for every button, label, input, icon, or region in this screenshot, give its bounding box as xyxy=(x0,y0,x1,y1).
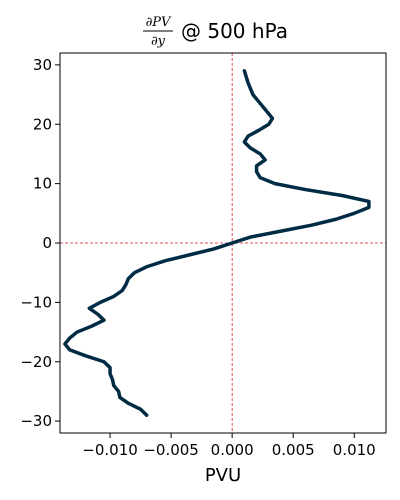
x-tick-label: 0.005 xyxy=(272,441,315,459)
y-tick-label: −10 xyxy=(20,293,52,311)
x-tick-label: −0.005 xyxy=(143,441,199,459)
plot-area: −0.010 −0.005 0.000 0.005 0.010 −30 −20 −10 0 10 2… xyxy=(20,52,387,459)
x-axis-label: PVU xyxy=(205,465,241,486)
x-tick-label: −0.010 xyxy=(82,441,138,459)
y-tick-label: −30 xyxy=(20,412,52,430)
y-tick-label: 0 xyxy=(42,234,52,252)
title-numerator: ∂PV xyxy=(146,15,172,30)
y-tick-label: 10 xyxy=(33,175,52,193)
y-tick-label: 30 xyxy=(33,56,52,74)
y-tick-label: 20 xyxy=(33,115,52,133)
x-tick-label: 0.000 xyxy=(211,441,254,459)
series-line-1 xyxy=(63,69,371,417)
title-suffix: @ 500 hPa xyxy=(181,19,288,43)
x-tick-label: 0.010 xyxy=(333,441,376,459)
y-tick-label: −20 xyxy=(20,353,52,371)
chart-title: ∂PV ∂y @ 500 hPa xyxy=(143,15,288,49)
title-denominator: ∂y xyxy=(151,34,166,49)
